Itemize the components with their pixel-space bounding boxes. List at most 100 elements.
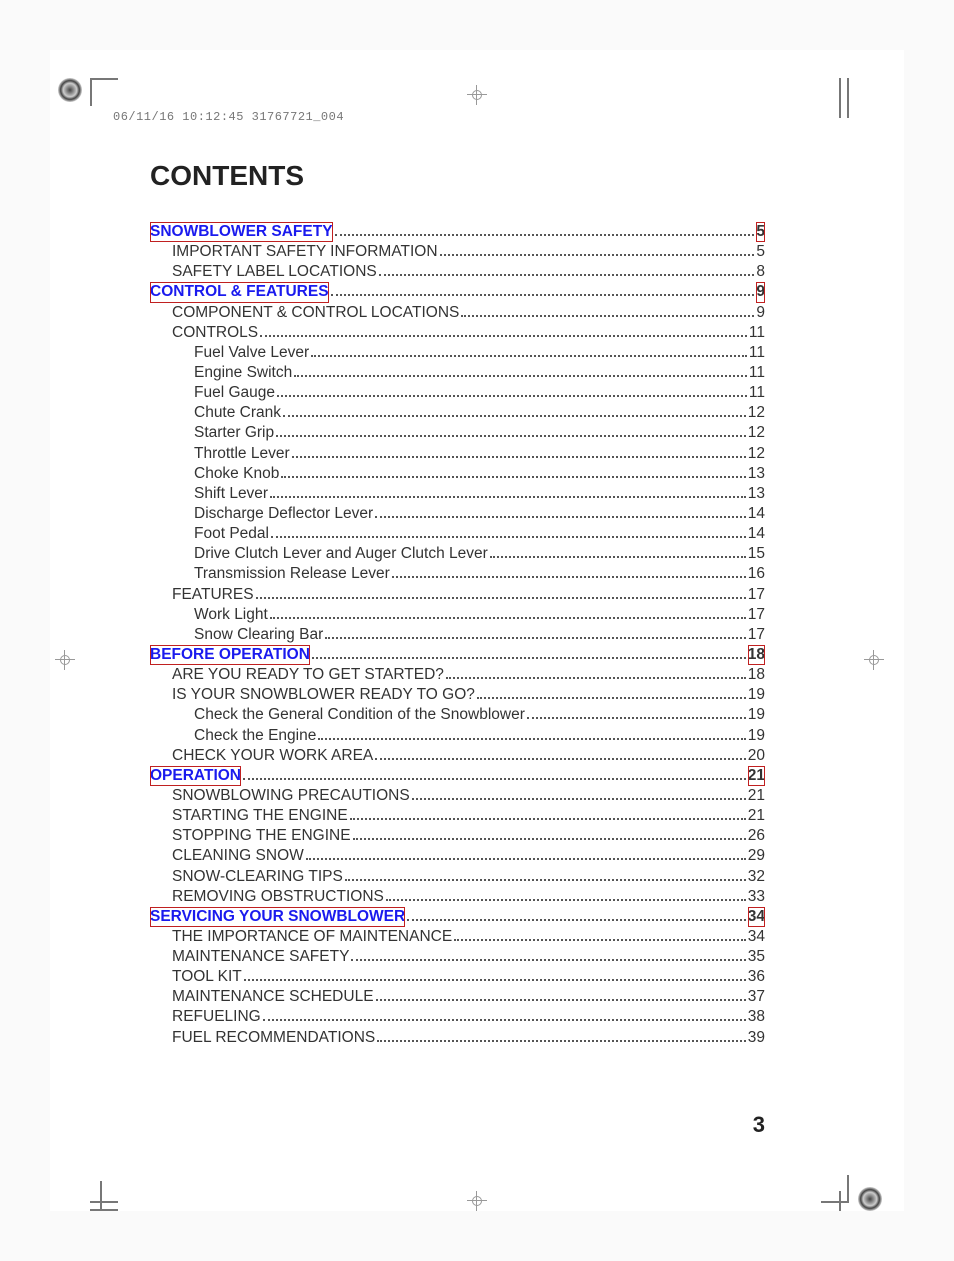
toc-label[interactable]: Foot Pedal (194, 524, 269, 544)
toc-page-number[interactable]: 5 (756, 222, 765, 242)
toc-page-number[interactable]: 11 (749, 343, 765, 363)
toc-label[interactable]: STARTING THE ENGINE (172, 806, 348, 826)
toc-page-number[interactable]: 17 (748, 625, 765, 645)
toc-entry[interactable]: IS YOUR SNOWBLOWER READY TO GO? 19 (150, 685, 765, 705)
toc-label[interactable]: Chute Crank (194, 403, 281, 423)
toc-label[interactable]: MAINTENANCE SAFETY (172, 947, 349, 967)
toc-page-number[interactable]: 29 (748, 846, 765, 866)
toc-page-number[interactable]: 16 (748, 564, 765, 584)
toc-page-number[interactable]: 12 (748, 403, 765, 423)
toc-label[interactable]: IS YOUR SNOWBLOWER READY TO GO? (172, 685, 475, 705)
toc-entry[interactable]: REMOVING OBSTRUCTIONS 33 (150, 887, 765, 907)
toc-page-number[interactable]: 15 (748, 544, 765, 564)
toc-page-number[interactable]: 19 (748, 705, 765, 725)
toc-entry[interactable]: CHECK YOUR WORK AREA 20 (150, 746, 765, 766)
toc-entry[interactable]: Shift Lever 13 (150, 484, 765, 504)
toc-entry[interactable]: MAINTENANCE SCHEDULE 37 (150, 987, 765, 1007)
toc-entry[interactable]: REFUELING 38 (150, 1007, 765, 1027)
toc-entry[interactable]: MAINTENANCE SAFETY 35 (150, 947, 765, 967)
toc-label[interactable]: Fuel Valve Lever (194, 343, 309, 363)
toc-label[interactable]: Drive Clutch Lever and Auger Clutch Leve… (194, 544, 488, 564)
toc-entry[interactable]: Starter Grip 12 (150, 423, 765, 443)
toc-page-number[interactable]: 35 (748, 947, 765, 967)
toc-entry[interactable]: Chute Crank 12 (150, 403, 765, 423)
toc-page-number[interactable]: 37 (748, 987, 765, 1007)
toc-entry[interactable]: Engine Switch 11 (150, 363, 765, 383)
toc-entry[interactable]: STOPPING THE ENGINE 26 (150, 826, 765, 846)
toc-label[interactable]: SNOWBLOWER SAFETY (150, 222, 333, 242)
toc-label[interactable]: CLEANING SNOW (172, 846, 304, 866)
toc-page-number[interactable]: 21 (748, 766, 765, 786)
toc-entry[interactable]: CONTROL & FEATURES 9 (150, 282, 765, 302)
toc-entry[interactable]: Throttle Lever 12 (150, 444, 765, 464)
toc-page-number[interactable]: 12 (748, 444, 765, 464)
toc-page-number[interactable]: 18 (748, 645, 765, 665)
toc-page-number[interactable]: 17 (748, 605, 765, 625)
toc-entry[interactable]: Snow Clearing Bar 17 (150, 625, 765, 645)
toc-page-number[interactable]: 17 (748, 585, 765, 605)
toc-page-number[interactable]: 9 (756, 303, 765, 323)
toc-entry[interactable]: CONTROLS 11 (150, 323, 765, 343)
toc-page-number[interactable]: 21 (748, 806, 765, 826)
toc-label[interactable]: Engine Switch (194, 363, 292, 383)
toc-entry[interactable]: Fuel Gauge 11 (150, 383, 765, 403)
toc-entry[interactable]: BEFORE OPERATION 18 (150, 645, 765, 665)
toc-label[interactable]: CONTROLS (172, 323, 258, 343)
toc-label[interactable]: BEFORE OPERATION (150, 645, 310, 665)
toc-page-number[interactable]: 19 (748, 726, 765, 746)
toc-label[interactable]: THE IMPORTANCE OF MAINTENANCE (172, 927, 452, 947)
toc-label[interactable]: COMPONENT & CONTROL LOCATIONS (172, 303, 459, 323)
toc-entry[interactable]: COMPONENT & CONTROL LOCATIONS 9 (150, 303, 765, 323)
toc-page-number[interactable]: 13 (748, 484, 765, 504)
toc-label[interactable]: TOOL KIT (172, 967, 242, 987)
toc-label[interactable]: SAFETY LABEL LOCATIONS (172, 262, 377, 282)
toc-entry[interactable]: SNOWBLOWER SAFETY 5 (150, 222, 765, 242)
toc-page-number[interactable]: 32 (748, 867, 765, 887)
toc-page-number[interactable]: 11 (749, 323, 765, 343)
toc-label[interactable]: Starter Grip (194, 423, 274, 443)
toc-page-number[interactable]: 34 (748, 927, 765, 947)
toc-entry[interactable]: SNOWBLOWING PRECAUTIONS 21 (150, 786, 765, 806)
toc-label[interactable]: Choke Knob (194, 464, 279, 484)
toc-label[interactable]: OPERATION (150, 766, 241, 786)
toc-label[interactable]: SNOW-CLEARING TIPS (172, 867, 343, 887)
toc-entry[interactable]: SERVICING YOUR SNOWBLOWER 34 (150, 907, 765, 927)
toc-entry[interactable]: Fuel Valve Lever 11 (150, 343, 765, 363)
toc-page-number[interactable]: 9 (756, 282, 765, 302)
toc-label[interactable]: STOPPING THE ENGINE (172, 826, 351, 846)
toc-page-number[interactable]: 20 (748, 746, 765, 766)
toc-label[interactable]: Check the Engine (194, 726, 316, 746)
toc-label[interactable]: IMPORTANT SAFETY INFORMATION (172, 242, 438, 262)
toc-page-number[interactable]: 5 (756, 242, 765, 262)
toc-entry[interactable]: CLEANING SNOW 29 (150, 846, 765, 866)
toc-label[interactable]: REFUELING (172, 1007, 261, 1027)
toc-entry[interactable]: THE IMPORTANCE OF MAINTENANCE 34 (150, 927, 765, 947)
toc-page-number[interactable]: 38 (748, 1007, 765, 1027)
toc-label[interactable]: CONTROL & FEATURES (150, 282, 329, 302)
toc-page-number[interactable]: 36 (748, 967, 765, 987)
toc-entry[interactable]: Check the General Condition of the Snowb… (150, 705, 765, 725)
toc-entry[interactable]: ARE YOU READY TO GET STARTED? 18 (150, 665, 765, 685)
toc-entry[interactable]: FEATURES 17 (150, 585, 765, 605)
toc-label[interactable]: FUEL RECOMMENDATIONS (172, 1028, 375, 1048)
toc-label[interactable]: Work Light (194, 605, 268, 625)
toc-label[interactable]: Discharge Deflector Lever (194, 504, 373, 524)
toc-page-number[interactable]: 33 (748, 887, 765, 907)
toc-entry[interactable]: FUEL RECOMMENDATIONS 39 (150, 1028, 765, 1048)
toc-label[interactable]: ARE YOU READY TO GET STARTED? (172, 665, 444, 685)
toc-entry[interactable]: SNOW-CLEARING TIPS 32 (150, 867, 765, 887)
toc-label[interactable]: MAINTENANCE SCHEDULE (172, 987, 374, 1007)
toc-entry[interactable]: Transmission Release Lever 16 (150, 564, 765, 584)
toc-page-number[interactable]: 39 (748, 1028, 765, 1048)
toc-label[interactable]: FEATURES (172, 585, 254, 605)
toc-label[interactable]: CHECK YOUR WORK AREA (172, 746, 373, 766)
toc-entry[interactable]: Work Light 17 (150, 605, 765, 625)
toc-label[interactable]: Throttle Lever (194, 444, 290, 464)
toc-entry[interactable]: STARTING THE ENGINE 21 (150, 806, 765, 826)
toc-entry[interactable]: SAFETY LABEL LOCATIONS 8 (150, 262, 765, 282)
toc-page-number[interactable]: 19 (748, 685, 765, 705)
toc-entry[interactable]: IMPORTANT SAFETY INFORMATION 5 (150, 242, 765, 262)
toc-page-number[interactable]: 14 (748, 504, 765, 524)
toc-page-number[interactable]: 26 (748, 826, 765, 846)
toc-page-number[interactable]: 14 (748, 524, 765, 544)
